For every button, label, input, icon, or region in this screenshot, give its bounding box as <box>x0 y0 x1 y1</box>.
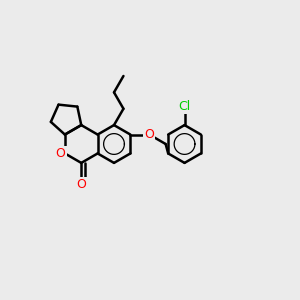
Text: Cl: Cl <box>178 100 191 113</box>
Text: O: O <box>144 128 154 141</box>
Text: O: O <box>56 147 65 160</box>
Text: O: O <box>76 178 86 191</box>
